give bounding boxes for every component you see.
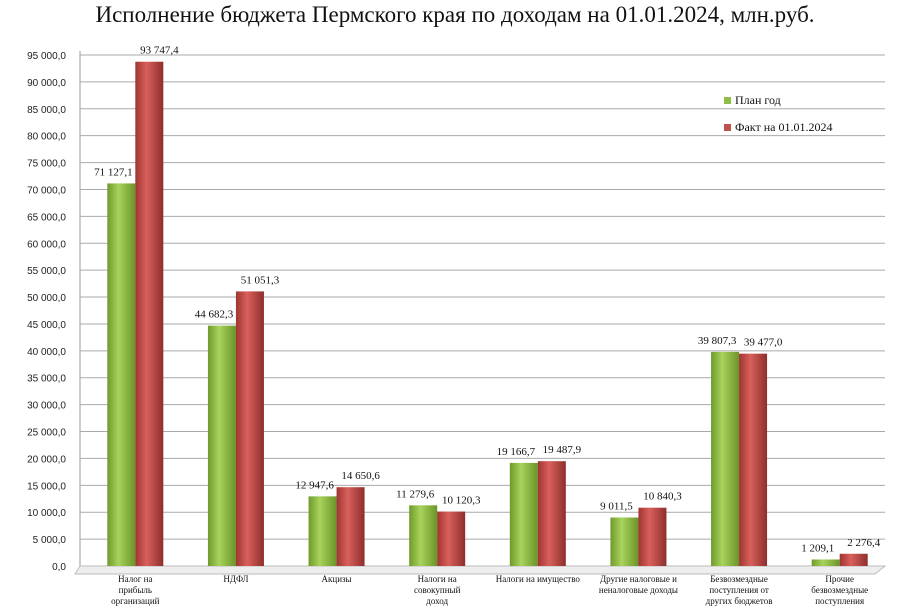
bar-plan	[811, 559, 840, 566]
y-tick-label: 50 000,0	[27, 293, 66, 304]
data-label: 19 166,7	[497, 446, 536, 458]
data-label: 1 209,1	[801, 542, 834, 554]
category-label: совокупный	[414, 585, 461, 595]
chart-floor	[74, 565, 887, 575]
y-tick-label: 85 000,0	[27, 105, 66, 116]
data-label: 51 051,3	[241, 274, 280, 286]
bar-fact	[537, 461, 566, 566]
data-label: 12 947,6	[295, 479, 334, 491]
category-label: Прочие	[825, 574, 854, 584]
category-label: других бюджетов	[706, 596, 773, 606]
data-label: 10 120,3	[442, 495, 481, 507]
bar-fact	[336, 487, 365, 566]
data-label: 44 682,3	[195, 309, 234, 321]
bar-fact	[135, 61, 164, 566]
bar-plan	[711, 351, 740, 566]
data-label: 39 807,3	[698, 335, 737, 347]
category-label: Безвозмездные	[710, 574, 768, 584]
category-label: Налоги на	[418, 574, 457, 584]
category-label: организаций	[111, 596, 160, 606]
category-label: неналоговые доходы	[599, 585, 678, 595]
bar-fact	[638, 507, 667, 566]
y-tick-label: 75 000,0	[27, 159, 66, 170]
bar-fact	[839, 553, 868, 566]
bar-plan	[107, 183, 136, 566]
y-tick-label: 55 000,0	[27, 266, 66, 277]
legend-label: План год	[735, 93, 781, 107]
data-label: 10 840,3	[643, 491, 682, 503]
y-tick-label: 10 000,0	[27, 508, 66, 519]
category-label: доход	[426, 596, 448, 606]
bar-fact	[235, 291, 264, 566]
y-tick-label: 30 000,0	[27, 401, 66, 412]
category-label: поступления от	[709, 585, 769, 595]
y-tick-label: 5 000,0	[33, 535, 67, 546]
y-tick-label: 15 000,0	[27, 481, 66, 492]
category-label: прибыль	[119, 585, 152, 595]
y-tick-label: 40 000,0	[27, 347, 66, 358]
y-tick-label: 35 000,0	[27, 374, 66, 385]
legend-swatch	[724, 124, 731, 131]
bar-plan	[207, 325, 236, 566]
data-label: 11 279,6	[396, 488, 435, 500]
category-label: поступления	[815, 596, 864, 606]
bar-plan	[409, 505, 438, 566]
category-label: Акцизы	[322, 574, 352, 584]
category-label: Налог на	[118, 574, 152, 584]
data-label: 19 487,9	[543, 444, 582, 456]
y-tick-label: 0,0	[52, 562, 66, 573]
y-tick-label: 65 000,0	[27, 212, 66, 223]
data-label: 71 127,1	[94, 166, 133, 178]
bar-plan	[308, 496, 337, 566]
legend-swatch	[724, 97, 731, 104]
data-label: 93 747,4	[140, 45, 179, 57]
data-label: 14 650,6	[341, 470, 380, 482]
bar-fact	[437, 511, 466, 566]
legend-label: Факт на 01.01.2024	[735, 120, 832, 134]
bar-plan	[509, 462, 538, 566]
data-label: 39 477,0	[744, 337, 783, 349]
y-tick-label: 20 000,0	[27, 454, 66, 465]
data-label: 2 276,4	[847, 537, 881, 549]
data-label: 9 011,5	[600, 501, 633, 513]
bar-plan	[610, 517, 639, 566]
category-label: Налоги на имущество	[496, 574, 581, 584]
y-tick-label: 45 000,0	[27, 320, 66, 331]
y-tick-label: 90 000,0	[27, 78, 66, 89]
y-tick-label: 70 000,0	[27, 185, 66, 196]
category-label: НДФЛ	[223, 574, 248, 584]
y-tick-label: 80 000,0	[27, 132, 66, 143]
y-tick-label: 95 000,0	[27, 51, 66, 62]
category-label: безвозмездные	[811, 585, 868, 595]
bar-fact	[739, 353, 768, 566]
category-label: Другие налоговые и	[600, 574, 677, 584]
y-tick-label: 60 000,0	[27, 239, 66, 250]
y-tick-label: 25 000,0	[27, 428, 66, 439]
chart-title: Исполнение бюджета Пермского края по дох…	[95, 2, 815, 27]
